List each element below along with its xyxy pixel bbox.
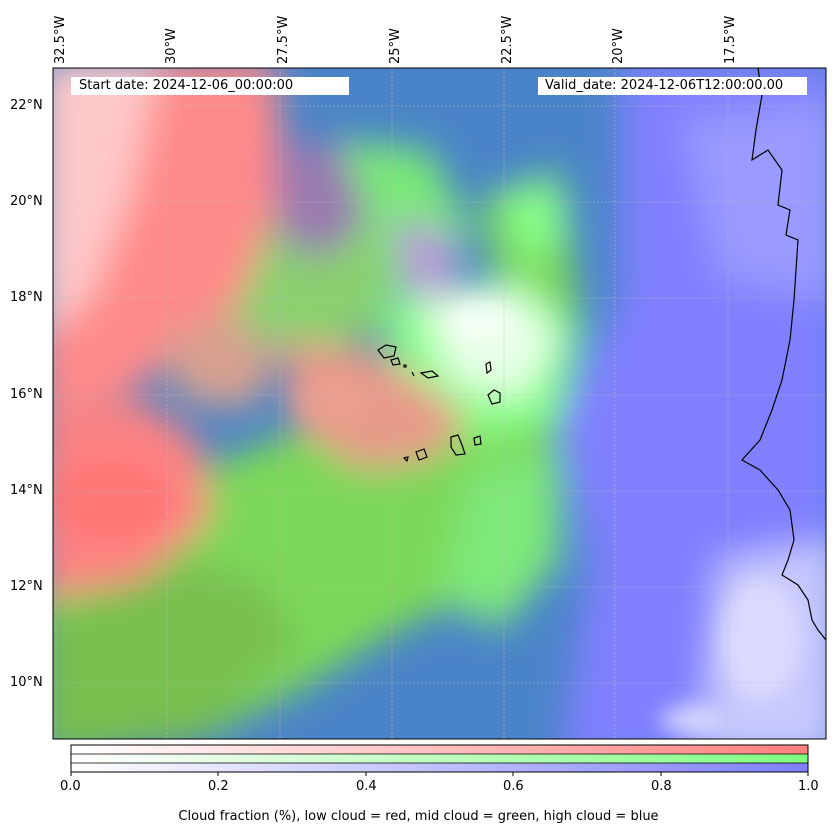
lon-label-17-5w: 17.5°W — [723, 15, 738, 64]
colorbar-tick-1: 1.0 — [798, 779, 819, 794]
lat-label-14n: 14°N — [10, 483, 43, 498]
cloud-fraction-field — [53, 68, 826, 739]
lon-label-25w: 25°W — [388, 28, 403, 64]
colorbar-band-high — [71, 763, 808, 772]
lon-label-22-5w: 22.5°W — [500, 15, 515, 64]
lat-label-10n: 10°N — [10, 675, 43, 690]
africa-coastline — [741, 68, 826, 641]
start-date-label: Start date: 2024-12-06_00:00:00 — [71, 77, 349, 95]
colorbar-tick-0-6: 0.6 — [503, 779, 524, 794]
lat-label-18n: 18°N — [10, 290, 43, 305]
lat-label-22n: 22°N — [10, 98, 43, 113]
colorbar-band-mid — [71, 754, 808, 763]
lat-label-20n: 20°N — [10, 194, 43, 209]
lon-label-27-5w: 27.5°W — [276, 15, 291, 64]
lon-label-20w: 20°W — [611, 28, 626, 64]
lon-label-30w: 30°W — [164, 28, 179, 64]
colorbar — [70, 744, 809, 776]
colorbar-band-low — [71, 745, 808, 754]
colorbar-tick-0-4: 0.4 — [356, 779, 377, 794]
colorbar-tick-0-8: 0.8 — [651, 779, 672, 794]
lat-label-16n: 16°N — [10, 387, 43, 402]
colorbar-tick-0-2: 0.2 — [208, 779, 229, 794]
colorbar-label: Cloud fraction (%), low cloud = red, mid… — [178, 809, 659, 824]
lat-label-12n: 12°N — [10, 579, 43, 594]
map-frame — [52, 67, 827, 740]
graticule — [53, 68, 826, 739]
lon-label-32-5w: 32.5°W — [53, 15, 68, 64]
valid-date-label: Valid_date: 2024-12-06T12:00:00.00 — [538, 77, 807, 95]
colorbar-tick-0: 0.0 — [60, 779, 81, 794]
cape-verde-islands — [377, 344, 501, 463]
